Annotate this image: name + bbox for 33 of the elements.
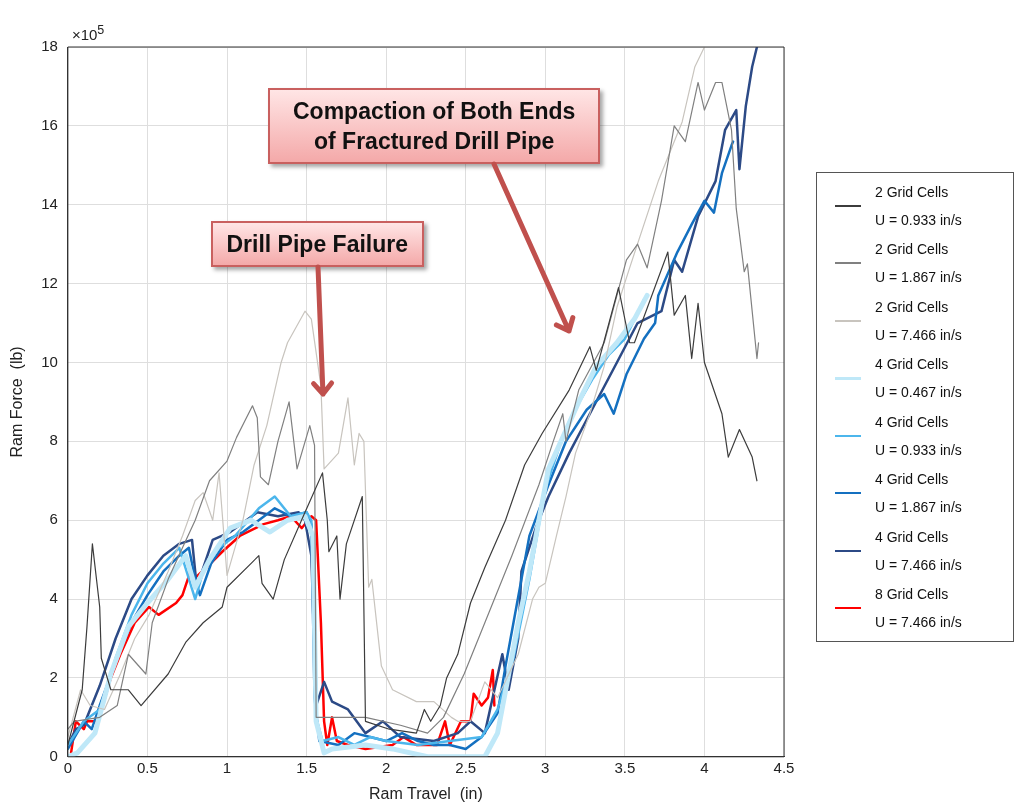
x-tick-label: 1.5 [296, 758, 318, 776]
x-tick-label: 4 [700, 758, 709, 776]
x-tick-label: 2 [381, 758, 391, 776]
y-tick-label: 8 [49, 431, 58, 449]
x-tick-label: 1 [222, 758, 232, 776]
y-tick-label: 6 [49, 510, 58, 528]
text: ×10$^{5}$ [71, 23, 105, 43]
x-tick-label: 4.5 [773, 758, 795, 776]
legend-label: 4 Grid Cells U = 1.867 in/s [875, 470, 962, 518]
y-tick-label: 12 [41, 273, 58, 291]
x-tick-label: 2.5 [455, 758, 477, 776]
y-tick-label: 0 [49, 746, 58, 764]
annotation: Compaction of Both Ends of Fractured Drill Pipe [268, 87, 601, 164]
y-axis-title: Ram Force (lb) [8, 346, 26, 458]
y-tick-label: 10 [41, 352, 58, 370]
legend-label: 4 Grid Cells U = 0.933 in/s [875, 412, 962, 460]
annotation: Drill Pipe Failure [210, 221, 424, 267]
y-tick-label: 16 [41, 116, 58, 134]
legend-label: 4 Grid Cells U = 0.467 in/s [875, 355, 962, 403]
x-tick-label: 3.5 [614, 758, 636, 776]
legend-label: 4 Grid Cells U = 7.466 in/s [875, 527, 962, 575]
y-tick-label: 14 [41, 194, 58, 212]
y-tick-label: 18 [41, 37, 58, 55]
x-axis-title: Ram Travel (in) [369, 784, 483, 802]
x-tick-label: 0.5 [137, 758, 158, 776]
x-tick-label: 0 [63, 758, 73, 776]
legend-label: 8 Grid Cells U = 7.466 in/s [875, 585, 962, 633]
y-tick-label: 2 [49, 668, 58, 686]
legend-label: 2 Grid Cells U = 0.933 in/s [875, 182, 962, 230]
legend-label: 2 Grid Cells U = 7.466 in/s [875, 297, 962, 345]
legend-label: 2 Grid Cells U = 1.867 in/s [875, 240, 962, 288]
x-tick-label: 3 [541, 758, 550, 776]
y-tick-label: 4 [49, 589, 58, 607]
